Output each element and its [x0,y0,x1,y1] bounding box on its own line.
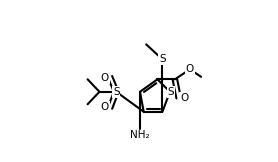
Text: S: S [159,54,166,64]
Text: O: O [101,102,109,112]
Text: O: O [186,64,194,74]
Text: S: S [168,87,175,97]
Text: S: S [113,87,120,97]
Text: NH₂: NH₂ [130,130,150,140]
Text: O: O [101,73,109,83]
Text: O: O [180,93,188,103]
